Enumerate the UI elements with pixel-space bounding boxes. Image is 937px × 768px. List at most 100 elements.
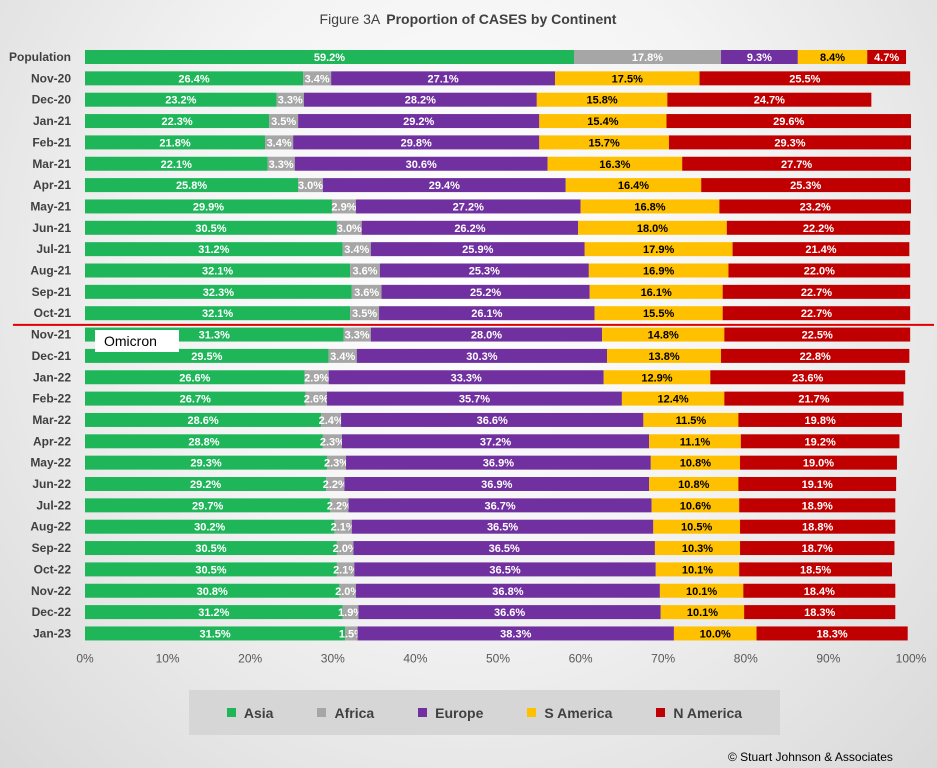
data-label-s-america-oct-22: 10.1% xyxy=(682,564,713,576)
category-label-feb-22: Feb-22 xyxy=(32,392,71,406)
bar-africa-oct-22 xyxy=(336,562,355,577)
bar-africa-population xyxy=(573,50,722,64)
bar-s-america-jul-22 xyxy=(651,498,740,513)
data-label-s-america-jan-21: 15.4% xyxy=(587,116,618,128)
data-label-africa-mar-21: 3.3% xyxy=(269,159,294,171)
data-label-asia-nov-21: 31.3% xyxy=(199,330,230,342)
data-label-n-america-aug-21: 22.0% xyxy=(804,266,835,278)
bar-europe-jun-22 xyxy=(344,477,650,491)
data-label-n-america-population: 4.7% xyxy=(874,52,899,64)
category-label-population: Population xyxy=(9,50,71,64)
data-label-n-america-nov-20: 25.5% xyxy=(789,73,820,85)
data-label-asia-oct-22: 30.5% xyxy=(195,564,226,576)
data-label-europe-mar-21: 30.6% xyxy=(406,159,437,171)
data-label-europe-apr-21: 29.4% xyxy=(429,180,460,192)
bar-europe-aug-21 xyxy=(379,263,589,278)
data-label-s-america-nov-22: 10.1% xyxy=(686,586,717,598)
bar-europe-aug-22 xyxy=(351,519,654,534)
bar-asia-jan-21 xyxy=(85,114,270,129)
bar-africa-may-21 xyxy=(331,199,356,214)
data-label-europe-oct-21: 26.1% xyxy=(471,308,502,320)
bar-n-america-sep-21 xyxy=(722,284,911,299)
bar-africa-jan-22 xyxy=(304,370,329,385)
bar-asia-mar-21 xyxy=(85,156,268,171)
bar-n-america-apr-21 xyxy=(701,178,911,193)
data-label-africa-apr-22: 2.3% xyxy=(320,436,345,448)
bar-s-america-may-21 xyxy=(580,199,720,214)
data-label-africa-sep-22: 2.0% xyxy=(333,543,358,555)
bar-n-america-nov-21 xyxy=(724,327,911,342)
bar-africa-jan-21 xyxy=(269,114,299,129)
bar-africa-sep-21 xyxy=(351,284,382,299)
bar-africa-jun-22 xyxy=(326,477,345,491)
data-label-asia-mar-22: 28.6% xyxy=(188,415,219,427)
data-label-africa-jan-21: 3.5% xyxy=(271,116,296,128)
x-tick-5: 50% xyxy=(486,651,510,665)
legend-label-s-america: S America xyxy=(544,704,613,721)
x-tick-10: 100% xyxy=(896,651,927,665)
data-label-europe-may-21: 27.2% xyxy=(453,201,484,213)
bar-asia-sep-21 xyxy=(85,284,352,299)
bar-africa-mar-22 xyxy=(321,412,342,427)
bar-s-america-jul-21 xyxy=(584,242,733,257)
x-tick-0: 0% xyxy=(76,651,94,665)
bar-europe-nov-20 xyxy=(331,71,555,86)
data-label-africa-population: 17.8% xyxy=(632,52,663,64)
bar-s-america-dec-21 xyxy=(607,348,722,363)
bar-africa-aug-21 xyxy=(350,263,380,278)
bar-s-america-jun-22 xyxy=(649,477,739,491)
data-label-s-america-aug-21: 16.9% xyxy=(643,266,674,278)
bar-asia-aug-21 xyxy=(85,263,351,278)
data-label-europe-nov-22: 36.8% xyxy=(492,586,523,598)
data-label-n-america-dec-22: 18.3% xyxy=(804,607,835,619)
data-label-n-america-jan-23: 18.3% xyxy=(817,628,848,640)
bar-africa-sep-22 xyxy=(336,541,354,556)
data-label-europe-population: 9.3% xyxy=(747,52,772,64)
bar-europe-feb-22 xyxy=(327,391,622,406)
bar-s-america-jan-21 xyxy=(539,114,667,129)
bar-n-america-aug-21 xyxy=(728,263,911,278)
bar-europe-sep-22 xyxy=(353,541,655,556)
data-label-asia-jan-21: 22.3% xyxy=(161,116,192,128)
bar-n-america-oct-21 xyxy=(722,306,911,321)
data-label-s-america-mar-21: 16.3% xyxy=(599,159,630,171)
data-label-s-america-may-21: 16.8% xyxy=(634,201,665,213)
legend-swatch-europe xyxy=(418,708,428,717)
data-label-africa-nov-21: 3.3% xyxy=(345,330,370,342)
data-label-europe-oct-22: 36.5% xyxy=(489,564,520,576)
data-label-s-america-nov-20: 17.5% xyxy=(612,73,643,85)
bar-n-america-population xyxy=(867,50,907,64)
bar-asia-jun-21 xyxy=(85,220,337,235)
bar-europe-dec-22 xyxy=(358,605,661,620)
bar-s-america-feb-22 xyxy=(621,391,725,406)
data-label-n-america-dec-21: 22.8% xyxy=(800,351,831,363)
bar-n-america-may-22 xyxy=(740,455,897,470)
data-label-asia-may-21: 29.9% xyxy=(193,201,224,213)
bar-asia-may-22 xyxy=(85,455,328,470)
data-label-n-america-oct-21: 22.7% xyxy=(801,308,832,320)
data-label-asia-nov-22: 30.8% xyxy=(197,586,228,598)
data-label-n-america-jan-22: 23.6% xyxy=(792,372,823,384)
bar-s-america-jan-22 xyxy=(603,370,711,385)
bar-africa-feb-22 xyxy=(305,391,328,406)
category-label-jun-22: Jun-22 xyxy=(32,477,71,491)
bar-asia-aug-22 xyxy=(85,519,335,534)
legend-label-africa: Africa xyxy=(334,704,375,721)
data-label-europe-jan-23: 38.3% xyxy=(500,628,531,640)
bars-layer: 59.2% 17.8% 9.3% 8.4% 4.7% 26.4% 3.4% 27.1% 17.5… xyxy=(85,50,911,641)
x-tick-9: 90% xyxy=(816,651,840,665)
bar-africa-dec-21 xyxy=(328,348,357,363)
bar-africa-nov-21 xyxy=(343,327,371,342)
bar-n-america-jun-22 xyxy=(738,477,897,491)
x-tick-2: 20% xyxy=(238,651,262,665)
data-label-s-america-jun-22: 10.8% xyxy=(678,479,709,491)
data-label-europe-jun-21: 26.2% xyxy=(454,223,485,235)
bar-africa-dec-22 xyxy=(342,605,359,620)
data-label-asia-apr-21: 25.8% xyxy=(176,180,207,192)
data-label-s-america-jan-23: 10.0% xyxy=(700,628,731,640)
chart-title: Figure 3A Proportion of CASES by Continen… xyxy=(320,11,617,27)
data-label-asia-may-22: 29.3% xyxy=(190,458,221,470)
data-label-africa-jun-21: 3.0% xyxy=(337,223,362,235)
bar-n-america-nov-22 xyxy=(743,583,896,598)
bar-africa-jun-21 xyxy=(336,220,362,235)
